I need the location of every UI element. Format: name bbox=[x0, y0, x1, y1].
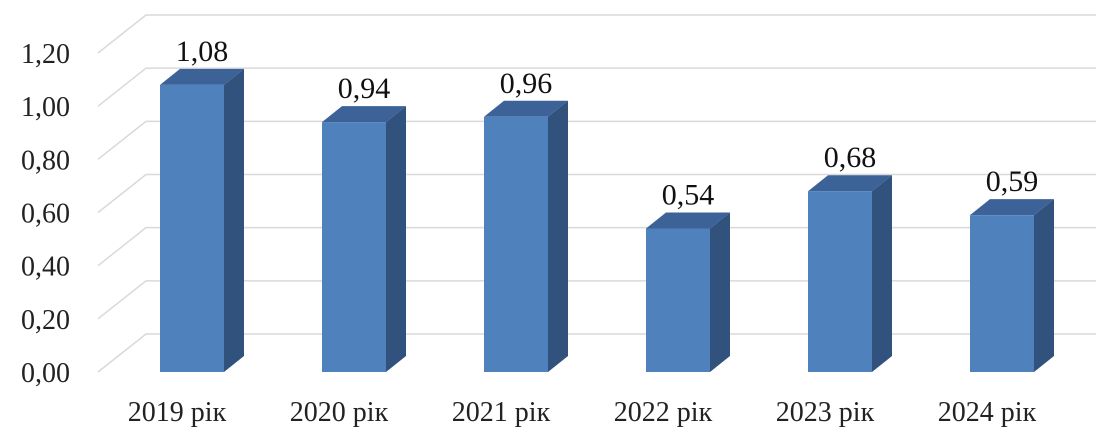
bar-top bbox=[646, 212, 730, 229]
bar-side bbox=[224, 68, 244, 373]
x-tick-label: 2019 рік bbox=[128, 397, 227, 427]
y-tick-label: 0,40 bbox=[21, 252, 70, 283]
y-tick-label: 0,20 bbox=[21, 305, 70, 336]
data-label: 0,68 bbox=[824, 141, 877, 174]
bar-side bbox=[548, 100, 568, 373]
bar-front bbox=[160, 84, 224, 373]
bar-front bbox=[646, 228, 710, 372]
x-axis: 2019 рік 2020 рік 2021 рік 2022 рік 2023 рік… bbox=[128, 397, 1037, 427]
bar bbox=[484, 100, 568, 373]
data-label: 0,59 bbox=[986, 165, 1039, 198]
bar-side bbox=[710, 212, 730, 372]
bar-front bbox=[808, 191, 872, 372]
gridline bbox=[97, 14, 1096, 54]
y-tick-label: 0,80 bbox=[21, 145, 70, 176]
x-tick-label: 2023 рік bbox=[776, 397, 875, 427]
bar-side bbox=[1034, 199, 1054, 372]
bar-top bbox=[322, 106, 406, 123]
x-tick-label: 2021 рік bbox=[452, 397, 551, 427]
bar bbox=[970, 199, 1054, 372]
gridlines bbox=[97, 14, 1096, 373]
bars: 1,08 0,94 0,96 0,54 0,68 0,59 bbox=[160, 35, 1054, 373]
bar-top bbox=[970, 199, 1054, 216]
x-tick-label: 2020 рік bbox=[290, 397, 389, 427]
bar-front bbox=[484, 116, 548, 372]
gridline bbox=[97, 280, 1096, 320]
data-label: 0,96 bbox=[500, 67, 553, 100]
x-tick-label: 2024 рік bbox=[938, 397, 1037, 427]
data-label: 1,08 bbox=[176, 35, 229, 68]
gridline bbox=[97, 173, 1096, 214]
bar-front bbox=[970, 215, 1034, 372]
y-tick-label: 0,00 bbox=[21, 358, 70, 389]
y-tick-label: 0,60 bbox=[21, 199, 70, 230]
x-tick-label: 2022 рік bbox=[614, 397, 713, 427]
gridline bbox=[97, 67, 1096, 107]
bar bbox=[808, 175, 892, 372]
data-label: 0,94 bbox=[338, 72, 391, 105]
bar bbox=[160, 68, 244, 373]
gridline bbox=[97, 120, 1096, 160]
bar-front bbox=[322, 122, 386, 372]
bar-top bbox=[484, 100, 568, 117]
y-tick-label: 1,20 bbox=[21, 39, 70, 70]
bar-side bbox=[386, 106, 406, 372]
y-axis: 0,00 0,20 0,40 0,60 0,80 1,00 1,20 bbox=[21, 39, 70, 389]
gridline bbox=[97, 226, 1096, 267]
bar bbox=[646, 212, 730, 372]
data-label: 0,54 bbox=[662, 178, 715, 211]
bar-top bbox=[160, 68, 244, 85]
gridline bbox=[97, 333, 1096, 373]
bar-top bbox=[808, 175, 892, 192]
bar bbox=[322, 106, 406, 372]
bar-side bbox=[872, 175, 892, 372]
y-tick-label: 1,00 bbox=[21, 92, 70, 123]
